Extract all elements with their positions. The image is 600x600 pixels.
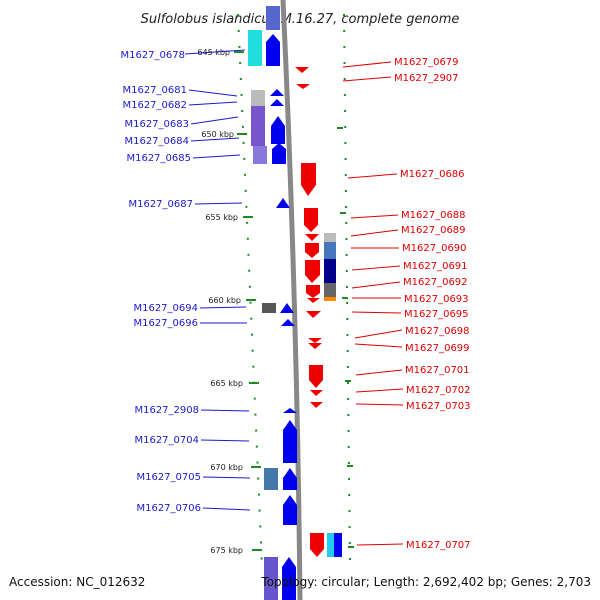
forward-features: [248, 6, 297, 600]
gene-label[interactable]: M1627_0698: [405, 326, 470, 337]
tick-label: 660 kbp: [208, 296, 241, 305]
topology-text: Topology: circular; Length: 2,692,402 bp…: [260, 575, 591, 589]
gene-label[interactable]: M1627_0692: [403, 277, 468, 288]
gene-label[interactable]: M1627_0706: [136, 503, 201, 514]
gene-label[interactable]: M1627_0696: [133, 318, 198, 329]
gene-label[interactable]: M1627_0686: [400, 169, 465, 180]
gene-label[interactable]: M1627_0678: [120, 50, 185, 61]
gene-label[interactable]: M1627_0685: [126, 153, 191, 164]
gene-feature[interactable]: [270, 89, 284, 96]
gene-feature[interactable]: [282, 557, 296, 600]
gene-feature[interactable]: [324, 259, 336, 283]
gene-label[interactable]: M1627_0683: [124, 119, 189, 130]
gene-feature[interactable]: [324, 242, 336, 259]
gene-feature[interactable]: [280, 303, 294, 313]
gene-label[interactable]: M1627_0695: [404, 309, 469, 320]
tick-label: 670 kbp: [210, 463, 243, 472]
gene-label[interactable]: M1627_0693: [404, 294, 469, 305]
gene-feature[interactable]: [283, 420, 297, 463]
gene-feature[interactable]: [266, 34, 280, 66]
tick-label: 655 kbp: [205, 213, 238, 222]
gene-label[interactable]: M1627_2907: [394, 73, 459, 84]
gene-label[interactable]: M1627_0681: [122, 85, 187, 96]
genome-backbone: [280, 0, 303, 600]
gene-label[interactable]: M1627_0691: [403, 261, 468, 272]
gene-feature[interactable]: [272, 143, 286, 164]
gene-label[interactable]: M1627_0702: [406, 385, 471, 396]
forward-labels: M1627_0678 M1627_0681 M1627_0682 M1627_0…: [120, 49, 251, 514]
gene-label[interactable]: M1627_2908: [134, 405, 199, 416]
gene-feature[interactable]: [253, 146, 267, 164]
gene-label[interactable]: M1627_0707: [406, 540, 471, 551]
gene-label[interactable]: M1627_0682: [122, 100, 187, 111]
gene-label[interactable]: M1627_0689: [401, 225, 466, 236]
gene-label[interactable]: M1627_0699: [405, 343, 470, 354]
reverse-labels: M1627_0679 M1627_2907 M1627_0686 M1627_0…: [342, 57, 471, 551]
gene-label[interactable]: M1627_0694: [133, 303, 198, 314]
gene-feature[interactable]: [283, 408, 297, 413]
gene-feature[interactable]: [304, 208, 318, 232]
gene-feature[interactable]: [327, 533, 334, 557]
gene-feature[interactable]: [310, 533, 324, 557]
gene-feature[interactable]: [308, 338, 322, 343]
gene-feature[interactable]: [305, 243, 319, 258]
gene-feature[interactable]: [283, 495, 297, 525]
gene-feature[interactable]: [296, 84, 310, 89]
gene-feature[interactable]: [324, 283, 336, 297]
gene-feature[interactable]: [264, 557, 278, 600]
gene-label[interactable]: M1627_0687: [128, 199, 193, 210]
gene-feature[interactable]: [251, 106, 265, 146]
tick-label: 665 kbp: [210, 379, 243, 388]
gene-feature[interactable]: [309, 365, 323, 388]
reverse-features: [295, 67, 342, 557]
gene-label[interactable]: M1627_0705: [136, 472, 201, 483]
gene-feature[interactable]: [324, 233, 336, 242]
gene-label[interactable]: M1627_0688: [401, 210, 466, 221]
gene-feature[interactable]: [271, 116, 285, 144]
gene-feature[interactable]: [306, 311, 321, 318]
gene-feature[interactable]: [251, 90, 265, 106]
gene-label[interactable]: M1627_0703: [406, 401, 471, 412]
gene-label[interactable]: M1627_0701: [405, 365, 470, 376]
gene-feature[interactable]: [334, 533, 342, 557]
gene-feature[interactable]: [295, 67, 309, 73]
gene-feature[interactable]: [305, 260, 320, 283]
gene-feature[interactable]: [283, 468, 297, 490]
gene-feature[interactable]: [301, 163, 316, 196]
gene-feature[interactable]: [281, 319, 295, 326]
gene-label[interactable]: M1627_0684: [124, 136, 189, 147]
gene-feature[interactable]: [307, 298, 320, 303]
gene-label[interactable]: M1627_0704: [134, 435, 199, 446]
map-title: Sulfolobus islandicus M.16.27, complete …: [141, 12, 460, 27]
gene-feature[interactable]: [262, 303, 276, 313]
gene-feature[interactable]: [270, 99, 284, 106]
gene-label[interactable]: M1627_0679: [394, 57, 459, 68]
gene-feature[interactable]: [310, 390, 323, 396]
gene-feature[interactable]: [324, 297, 336, 301]
gene-feature[interactable]: [248, 30, 262, 66]
tick-label: 675 kbp: [210, 546, 243, 555]
gene-feature[interactable]: [306, 285, 320, 298]
accession-text: Accession: NC_012632: [9, 575, 145, 589]
tick-label: 650 kbp: [201, 130, 234, 139]
gene-feature[interactable]: [266, 6, 280, 30]
gene-feature[interactable]: [305, 234, 319, 241]
gene-feature[interactable]: [310, 402, 323, 408]
gene-feature[interactable]: [264, 468, 278, 490]
gene-feature[interactable]: [276, 198, 290, 208]
gene-label[interactable]: M1627_0690: [402, 243, 467, 254]
gene-feature[interactable]: [308, 343, 322, 349]
